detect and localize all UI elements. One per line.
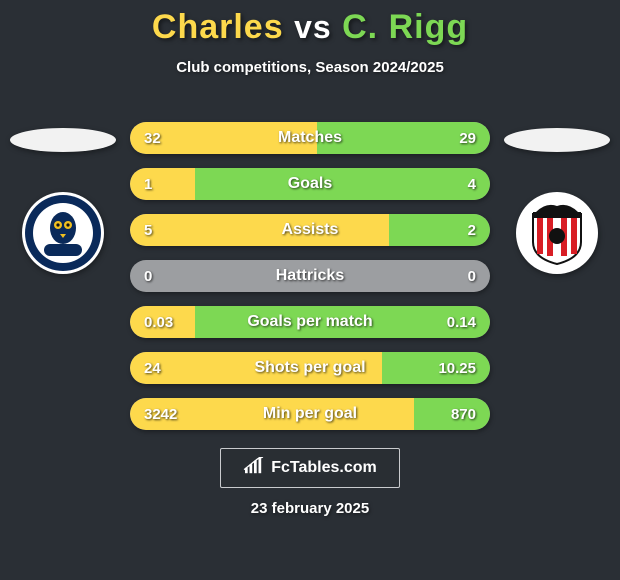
player1-column [8,128,118,274]
player1-club-crest [22,192,104,274]
stat-label: Min per goal [130,398,490,430]
stat-row: Hattricks0 0 [130,260,490,292]
stat-row: Matches32 29 [130,122,490,154]
stat-value-right: 4 [468,168,476,200]
stat-value-right: 0.14 [447,306,476,338]
stat-label: Hattricks [130,260,490,292]
subtitle: Club competitions, Season 2024/2025 [0,59,620,76]
stat-value-left: 3242 [144,398,177,430]
stat-value-left: 5 [144,214,152,246]
stat-label: Shots per goal [130,352,490,384]
stats-list: Matches32 29 Goals1 4 Assists5 2 Hattricks0 0 Go… [130,122,490,444]
stat-value-right: 870 [451,398,476,430]
stat-value-left: 1 [144,168,152,200]
brand-badge[interactable]: FcTables.com [220,448,400,488]
player2-column [502,128,612,274]
stat-row: Goals per match0.03 0.14 [130,306,490,338]
stat-value-right: 0 [468,260,476,292]
stat-row: Assists5 2 [130,214,490,246]
stat-value-right: 2 [468,214,476,246]
stat-row: Min per goal3242 870 [130,398,490,430]
stat-value-left: 0.03 [144,306,173,338]
stat-label: Matches [130,122,490,154]
stat-row: Shots per goal24 10.25 [130,352,490,384]
comparison-card: Charles vs C. Rigg Club competitions, Se… [0,0,620,580]
stat-value-left: 24 [144,352,161,384]
stat-value-right: 29 [459,122,476,154]
footer-date: 23 february 2025 [0,500,620,517]
vs-text: vs [294,9,332,45]
player2-avatar-placeholder [504,128,610,152]
stat-value-left: 0 [144,260,152,292]
page-title: Charles vs C. Rigg [0,8,620,47]
stat-value-left: 32 [144,122,161,154]
player2-name: C. Rigg [342,8,468,46]
stat-value-right: 10.25 [438,352,476,384]
stat-row: Goals1 4 [130,168,490,200]
brand-text: FcTables.com [271,459,377,477]
stat-label: Assists [130,214,490,246]
chart-icon [243,457,265,480]
stat-label: Goals per match [130,306,490,338]
stat-label: Goals [130,168,490,200]
player2-club-crest [516,192,598,274]
player1-name: Charles [152,8,284,46]
player1-avatar-placeholder [10,128,116,152]
